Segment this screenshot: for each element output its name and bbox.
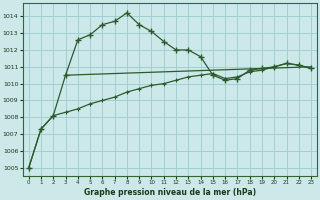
- X-axis label: Graphe pression niveau de la mer (hPa): Graphe pression niveau de la mer (hPa): [84, 188, 256, 197]
